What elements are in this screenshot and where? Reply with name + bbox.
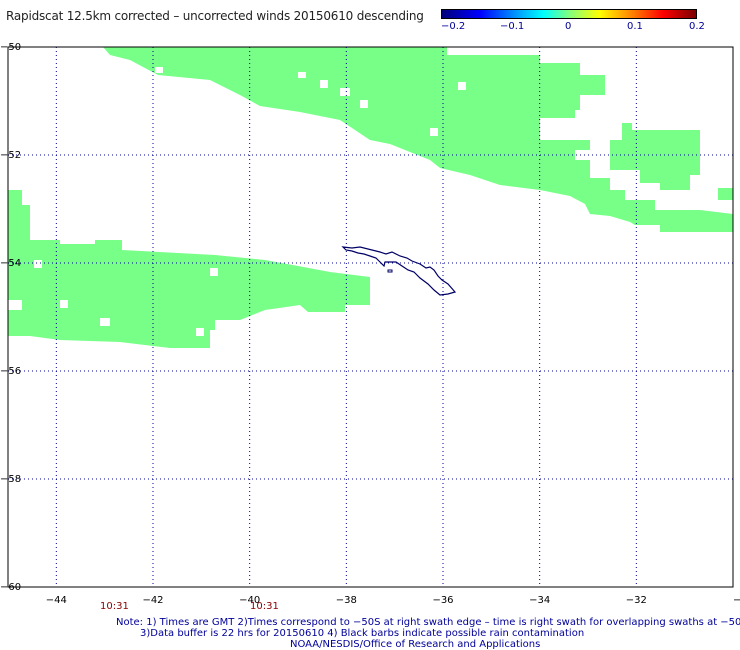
lon-tick-label: −30 (733, 595, 740, 606)
lat-tick-label: −54 (0, 258, 21, 269)
lon-tick-label: −40 (239, 595, 260, 606)
lat-tick-label: −50 (0, 42, 21, 53)
swath-middle-east (380, 140, 733, 232)
note-line-2: 3)Data buffer is 22 hrs for 20150610 4) … (140, 628, 585, 639)
wind-swaths (0, 47, 733, 348)
swath-east-patch (610, 123, 700, 190)
lat-tick-label: −56 (0, 366, 21, 377)
colorbar (441, 9, 697, 19)
swath-upper (103, 47, 605, 160)
lon-tick-label: −38 (336, 595, 357, 606)
lon-tick-label: −34 (529, 595, 550, 606)
note-line-3: NOAA/NESDIS/Office of Research and Appli… (290, 639, 541, 650)
swath-west (8, 190, 370, 348)
chart-title: Rapidscat 12.5km corrected – uncorrected… (6, 9, 424, 23)
map-frame (7, 46, 734, 588)
lon-tick-label: −42 (142, 595, 163, 606)
colorbar-tick-label: 0.2 (689, 21, 705, 32)
coastline-islet (387, 269, 393, 273)
coastline (341, 246, 457, 296)
lon-tick-label: −36 (432, 595, 453, 606)
colorbar-tick-label: −0.1 (500, 21, 525, 32)
lat-tick-label: −60 (0, 582, 21, 593)
swath-east-edge (718, 188, 733, 200)
pass-time-label: 10:31 (250, 601, 279, 612)
lon-tick-label: −32 (626, 595, 647, 606)
colorbar-tick-label: 0 (565, 21, 572, 32)
lat-tick-label: −52 (0, 150, 21, 161)
pass-time-label: 10:31 (100, 601, 129, 612)
colorbar-tick-label: −0.2 (441, 21, 466, 32)
note-line-1: Note: 1) Times are GMT 2)Times correspon… (116, 617, 740, 628)
graticule (8, 47, 733, 587)
lat-tick-label: −58 (0, 474, 21, 485)
lon-tick-label: −44 (46, 595, 67, 606)
colorbar-tick-label: 0.1 (627, 21, 643, 32)
